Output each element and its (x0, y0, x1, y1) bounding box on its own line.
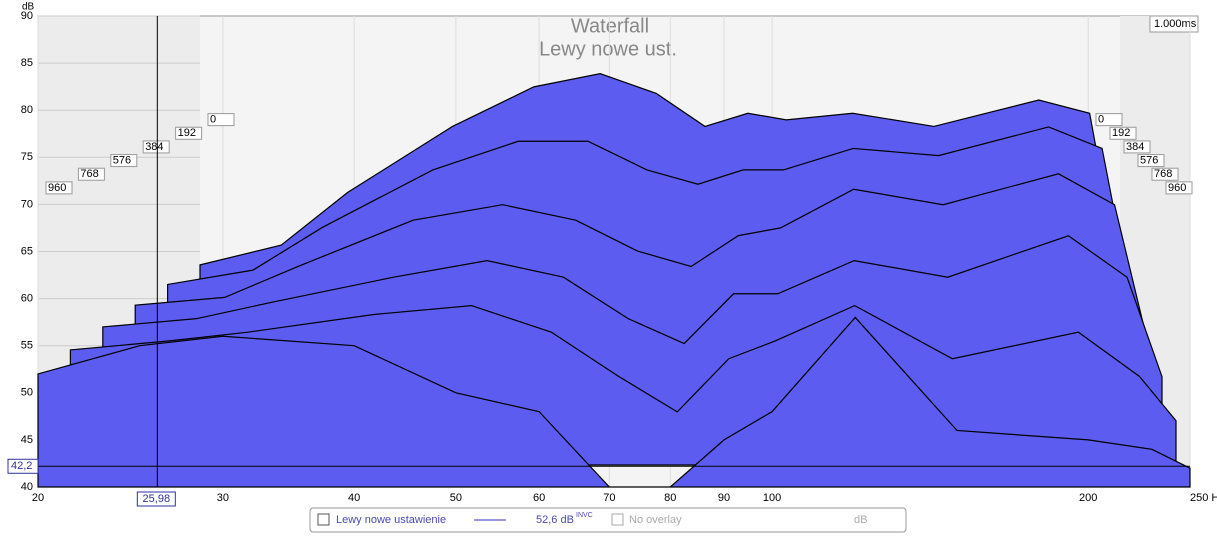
y-tick-label: 75 (21, 151, 33, 163)
checkbox[interactable] (317, 513, 330, 526)
time-label: 768 (80, 168, 98, 180)
time-label: 0 (1098, 114, 1104, 126)
x-tick-label: 100 (763, 492, 781, 504)
legend-suffix: INVC (576, 512, 593, 519)
time-label-box (77, 167, 105, 181)
y-tick-label: 70 (21, 198, 33, 210)
chart-title: Waterfall (571, 15, 649, 37)
x-tick-label: 60 (533, 492, 545, 504)
time-label: 384 (1126, 141, 1144, 153)
time-label-box (1137, 154, 1165, 168)
legend-name: Lewy nowe ustawienie (336, 514, 446, 526)
x-tick-label: 40 (348, 492, 360, 504)
waterfall-slice (37, 316, 1191, 488)
y-tick-label: 60 (21, 293, 33, 305)
y-tick-label: 55 (21, 340, 33, 352)
time-label: 768 (1154, 168, 1172, 180)
legend: Lewy nowe ustawienie 52,6 dB INVC No ove… (309, 507, 907, 533)
x-cursor-label: 25,98 (143, 493, 171, 505)
y-tick-label: 80 (21, 104, 33, 116)
time-label: 384 (145, 141, 163, 153)
legend-unit: dB (854, 514, 867, 526)
chart-subtitle: Lewy nowe ust. (539, 38, 677, 60)
x-tick-label: 20 (32, 492, 44, 504)
time-label: 192 (1112, 127, 1130, 139)
cursor-box (136, 491, 176, 507)
time-label-box (207, 113, 235, 127)
time-label-box (45, 181, 73, 195)
x-tick-label: 200 (1079, 492, 1097, 504)
x-tick-label: 250 Hz (1190, 492, 1217, 504)
x-tick-label: 80 (664, 492, 676, 504)
y-tick-label: 90 (21, 10, 33, 22)
x-tick-label: 70 (603, 492, 615, 504)
y-tick-label: 50 (21, 387, 33, 399)
time-label-box (1109, 126, 1137, 140)
time-label: 192 (178, 127, 196, 139)
legend-overlay: No overlay (629, 514, 682, 526)
y-tick-label: 45 (21, 434, 33, 446)
y-cursor-label: 42,2 (11, 460, 32, 472)
time-label-box (175, 126, 203, 140)
time-label-box (110, 154, 138, 168)
y-axis-label: dB (22, 2, 35, 13)
checkbox[interactable] (611, 513, 624, 526)
y-tick-label: 40 (21, 481, 33, 493)
legend-value: 52,6 dB (536, 514, 574, 526)
time-label-box (1095, 113, 1123, 127)
time-label-box (1123, 140, 1151, 154)
time-label-box (1151, 167, 1179, 181)
legend-box (309, 507, 907, 533)
time-label: 960 (48, 182, 66, 194)
cursor-box (7, 458, 39, 474)
time-label-box (142, 140, 170, 154)
x-tick-label: 90 (718, 492, 730, 504)
time-label-box (1165, 181, 1193, 195)
time-unit-box (1149, 15, 1199, 33)
time-unit-label: 1.000ms (1154, 18, 1197, 30)
time-label: 576 (1140, 154, 1158, 166)
time-label: 0 (210, 114, 216, 126)
x-tick-label: 30 (217, 492, 229, 504)
time-label: 960 (1168, 182, 1186, 194)
y-tick-label: 65 (21, 245, 33, 257)
time-label: 576 (113, 154, 131, 166)
y-tick-label: 85 (21, 57, 33, 69)
x-tick-label: 50 (450, 492, 462, 504)
